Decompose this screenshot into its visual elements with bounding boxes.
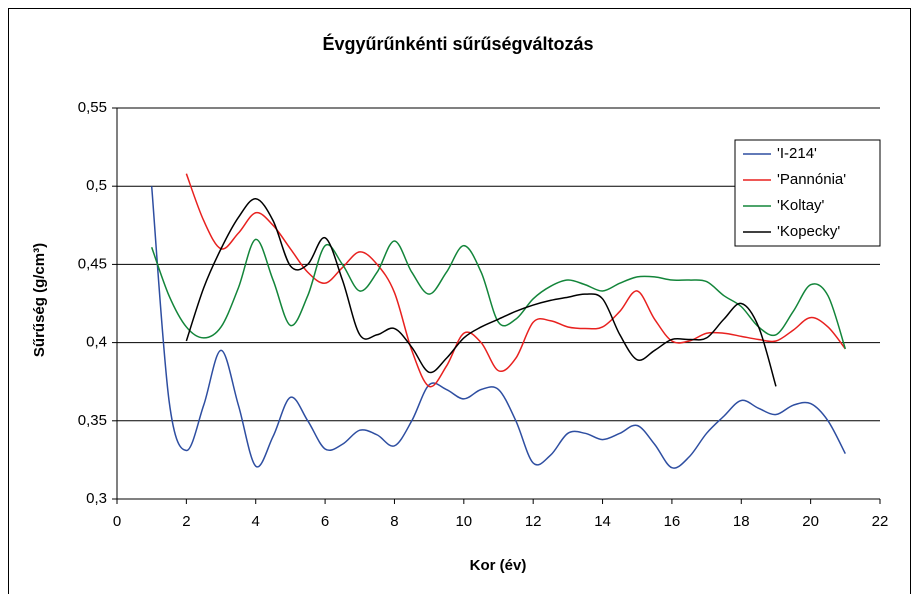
x-tick-label: 18 <box>733 513 750 530</box>
x-tick-label: 14 <box>594 513 611 530</box>
x-tick-label: 16 <box>664 513 681 530</box>
x-tick-label: 22 <box>872 513 889 530</box>
x-tick-label: 12 <box>525 513 542 530</box>
series-line <box>185 173 846 388</box>
x-tick-label: 0 <box>113 513 121 530</box>
x-axis-label: Kor (év) <box>470 557 527 574</box>
x-tick-label: 10 <box>455 513 472 530</box>
legend-label: 'Kopecky' <box>777 223 840 240</box>
y-tick-label: 0,45 <box>78 255 107 272</box>
series-line <box>185 197 777 387</box>
x-tick-label: 6 <box>321 513 329 530</box>
legend-box <box>734 139 881 247</box>
series-line <box>150 186 846 469</box>
y-axis-label: Sűrűség (g/cm³) <box>31 243 48 357</box>
series-line <box>150 238 847 350</box>
legend-label: 'I-214' <box>777 145 817 162</box>
y-tick-label: 0,35 <box>78 412 107 429</box>
legend-label: 'Koltay' <box>777 197 825 214</box>
x-tick-label: 4 <box>252 513 260 530</box>
y-tick-label: 0,3 <box>86 490 107 507</box>
chart-frame <box>8 8 911 594</box>
x-tick-label: 2 <box>182 513 190 530</box>
x-tick-label: 8 <box>390 513 398 530</box>
chart-title: Évgyűrűnkénti sűrűségváltozás <box>322 33 593 54</box>
y-tick-label: 0,5 <box>86 177 107 194</box>
x-tick-label: 20 <box>802 513 819 530</box>
y-tick-label: 0,55 <box>78 99 107 116</box>
y-tick-label: 0,4 <box>86 334 107 351</box>
legend-label: 'Pannónia' <box>777 171 846 188</box>
